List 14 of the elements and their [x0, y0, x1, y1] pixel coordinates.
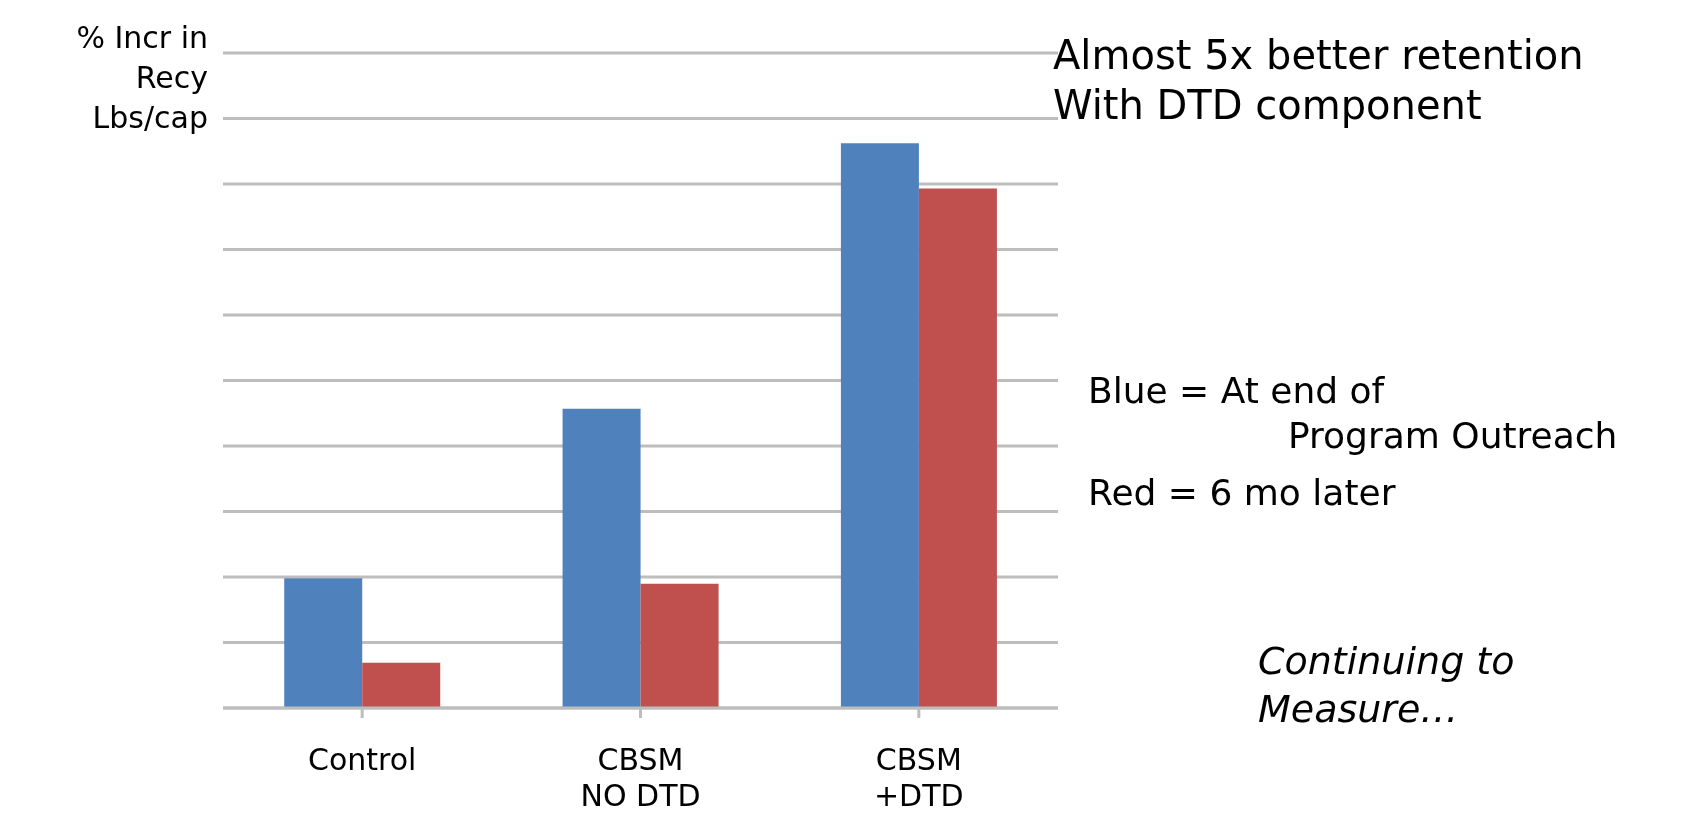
bar — [284, 578, 363, 708]
bar — [918, 188, 997, 708]
bar — [362, 662, 441, 708]
text: Red = 6 mo later — [1088, 471, 1396, 515]
x-tick-label: CBSM +DTD — [874, 742, 964, 813]
x-tick-label: Control — [307, 742, 417, 777]
text: Blue = At end of Program Outreach — [1088, 369, 1618, 458]
bar — [562, 408, 641, 708]
text: Almost 5x better retention With DTD component — [1053, 31, 1584, 130]
y-axis-title: % Incr in Recy Lbs/cap — [75, 19, 208, 137]
bar — [640, 583, 719, 708]
text: Continuing to Measure… — [1258, 638, 1515, 733]
bar — [840, 143, 919, 708]
x-tick-label: CBSM NO DTD — [580, 742, 701, 813]
